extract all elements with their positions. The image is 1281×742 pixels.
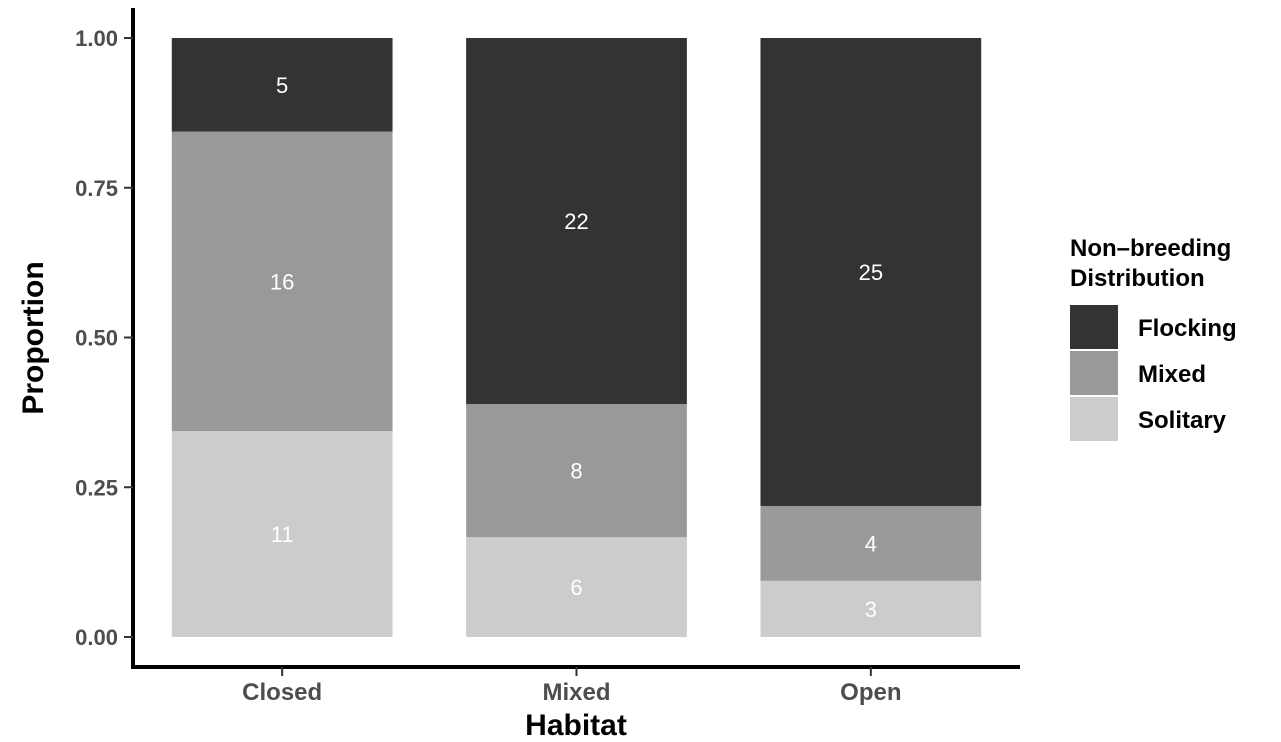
bar-label-closed-flocking: 5 [276,73,288,98]
y-axis-title: Proportion [17,261,50,414]
bar-segment-closed-mixed [171,131,393,432]
x-ticks-layer: Closed Mixed Open [242,667,902,706]
bar-label-closed-mixed: 16 [270,269,294,294]
bar-segment-mixed-flocking [466,38,687,405]
y-tick-label: 0.25 [75,475,118,500]
legend-label-mixed: Mixed [1138,361,1206,388]
bar-label-mixed-flocking: 22 [564,209,588,234]
bar-segment-open-mixed [760,505,982,581]
x-tick-label: Mixed [542,679,610,706]
bar-segment-mixed-mixed [466,404,687,538]
legend-label-solitary: Solitary [1138,407,1227,434]
y-tick-label: 0.75 [75,176,118,201]
bar-segment-open-flocking [760,38,982,506]
bar-label-open-mixed: 4 [865,531,877,556]
bars-layer [171,38,982,637]
bar-label-open-solitary: 3 [865,597,877,622]
bar-segment-open-solitary [760,580,982,637]
bar-label-mixed-mixed: 8 [570,459,582,484]
y-tick-label: 0.00 [75,625,118,650]
legend: Non–breeding Distribution Flocking Mixed Sol… [1070,235,1237,441]
y-ticks-layer: 0.00 0.25 0.50 0.75 1.00 [75,26,133,650]
legend-title: Non–breeding [1070,235,1231,262]
bar-label-mixed-solitary: 6 [570,575,582,600]
bar-labels-layer: 11 16 5 6 8 22 3 4 25 [270,73,883,622]
x-tick-label: Open [840,679,901,706]
legend-label-flocking: Flocking [1138,315,1237,342]
bar-label-open-flocking: 25 [859,260,883,285]
y-tick-label: 1.00 [75,26,118,51]
legend-key-mixed [1070,351,1118,395]
bar-segment-closed-flocking [171,38,393,132]
bar-segment-mixed-solitary [466,537,687,637]
legend-key-flocking [1070,305,1118,349]
legend-key-solitary [1070,397,1118,441]
legend-title: Distribution [1070,265,1205,292]
y-tick-label: 0.50 [75,326,118,351]
bar-label-closed-solitary: 11 [271,522,294,547]
x-tick-label: Closed [242,679,322,706]
bar-segment-closed-solitary [171,431,393,637]
x-axis-title: Habitat [525,709,627,742]
